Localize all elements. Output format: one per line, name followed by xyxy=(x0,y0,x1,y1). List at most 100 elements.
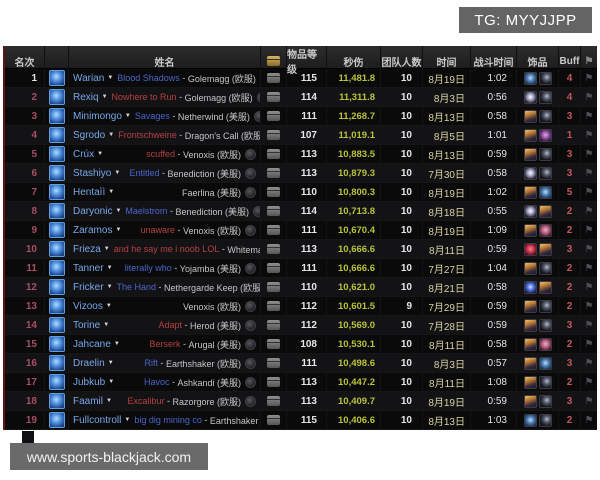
header-dps[interactable]: 秒伤 xyxy=(327,46,381,76)
player-name[interactable]: Faamil xyxy=(73,395,104,407)
trinket-icon[interactable] xyxy=(523,280,537,294)
guild-name[interactable]: The Hand xyxy=(116,282,157,292)
trinket-icon[interactable] xyxy=(523,109,537,123)
table-row[interactable]: 17 Jubkub ▼ Havoc - Ashkandi (美服) 113 10… xyxy=(5,373,597,392)
chevron-down-icon[interactable]: ▼ xyxy=(108,379,115,385)
flag-cell[interactable]: ⚑ xyxy=(581,69,597,87)
server-name[interactable]: Netherwind (美服) xyxy=(177,111,250,122)
trinket-icon[interactable] xyxy=(538,375,552,389)
server-name[interactable]: Venoxis (欧服) xyxy=(182,149,241,160)
trinket-icon[interactable] xyxy=(538,223,552,237)
flag-cell[interactable]: ⚑ xyxy=(581,411,597,429)
trinket-icon[interactable] xyxy=(523,147,537,161)
loot-cell[interactable] xyxy=(261,297,287,315)
chevron-down-icon[interactable]: ▼ xyxy=(115,208,122,214)
trinket-icon[interactable] xyxy=(523,413,537,427)
flag-cell[interactable]: ⚑ xyxy=(581,392,597,410)
trinket-icon[interactable] xyxy=(538,128,552,142)
loot-cell[interactable] xyxy=(261,259,287,277)
server-name[interactable]: Faerlina (美服) xyxy=(181,187,241,198)
trinket-icon[interactable] xyxy=(523,261,537,275)
chevron-down-icon[interactable]: ▼ xyxy=(106,398,112,404)
trinket-icon[interactable] xyxy=(538,242,552,256)
trinket-icon[interactable] xyxy=(538,90,552,104)
table-row[interactable]: 13 Vizoos ▼ Venoxis (欧服) 112 10,601.5 9 … xyxy=(5,297,597,316)
header-date[interactable]: 时间 xyxy=(423,46,471,76)
server-name[interactable]: Benediction (美服) xyxy=(167,168,241,179)
table-row[interactable]: 6 Stashiyo ▼ Entitled - Benediction (美服)… xyxy=(5,164,597,183)
guild-name[interactable]: Frontschweine xyxy=(118,130,177,140)
guild-name[interactable]: Havoc xyxy=(143,377,170,387)
flag-cell[interactable]: ⚑ xyxy=(581,202,597,220)
table-row[interactable]: 9 Zaramos ▼ unaware - Venoxis (欧服) 111 1… xyxy=(5,221,597,240)
loot-cell[interactable] xyxy=(261,126,287,144)
trinket-icon[interactable] xyxy=(523,356,537,370)
table-row[interactable]: 11 Tanner ▼ literally who - Yojamba (美服)… xyxy=(5,259,597,278)
player-name[interactable]: Hentaìì xyxy=(73,186,106,198)
chevron-down-icon[interactable]: ▼ xyxy=(108,132,115,138)
guild-name[interactable]: unaware xyxy=(140,225,175,235)
trinket-icon[interactable] xyxy=(538,337,552,351)
trinket-icon[interactable] xyxy=(538,413,552,427)
player-name[interactable]: Fullcontroll xyxy=(73,414,122,426)
loot-cell[interactable] xyxy=(261,392,287,410)
server-name[interactable]: Earthshaker (欧服) xyxy=(209,415,260,426)
trinket-icon[interactable] xyxy=(523,242,537,256)
flag-cell[interactable]: ⚑ xyxy=(581,240,597,258)
loot-cell[interactable] xyxy=(261,411,287,429)
guild-name[interactable]: Savages xyxy=(134,111,170,121)
player-name[interactable]: Stashiyo xyxy=(73,167,112,179)
loot-cell[interactable] xyxy=(261,145,287,163)
server-name[interactable]: Razorgore (欧服) xyxy=(172,396,241,407)
table-row[interactable]: 14 Torine ▼ Adapt - Herod (美服) 112 10,56… xyxy=(5,316,597,335)
guild-name[interactable]: Adapt xyxy=(158,320,182,330)
trinket-icon[interactable] xyxy=(538,147,552,161)
loot-cell[interactable] xyxy=(261,183,287,201)
server-name[interactable]: Ashkandi (美服) xyxy=(177,377,241,388)
guild-name[interactable]: Blood Shadows xyxy=(117,73,180,83)
header-item-level[interactable]: 物品等级 xyxy=(287,46,327,76)
flag-cell[interactable]: ⚑ xyxy=(581,278,597,296)
flag-cell[interactable]: ⚑ xyxy=(581,297,597,315)
chevron-down-icon[interactable]: ▼ xyxy=(115,227,122,233)
server-name[interactable]: Earthshaker (欧服) xyxy=(165,358,241,369)
flag-cell[interactable]: ⚑ xyxy=(581,259,597,277)
trinket-icon[interactable] xyxy=(523,299,537,313)
server-name[interactable]: Whitemane (美服) xyxy=(227,244,260,255)
chevron-down-icon[interactable]: ▼ xyxy=(113,341,120,347)
guild-name[interactable]: and he say me i noob LOL xyxy=(113,244,220,254)
trinket-icon[interactable] xyxy=(538,318,552,332)
loot-cell[interactable] xyxy=(261,69,287,87)
table-row[interactable]: 10 Frieza ▼ and he say me i noob LOL - W… xyxy=(5,240,597,259)
player-name[interactable]: Daryonic xyxy=(73,205,113,217)
trinket-icon[interactable] xyxy=(538,204,552,218)
chevron-down-icon[interactable]: ▼ xyxy=(124,417,131,423)
trinket-icon[interactable] xyxy=(538,280,552,294)
flag-cell[interactable]: ⚑ xyxy=(581,354,597,372)
header-name[interactable]: 姓名 xyxy=(69,46,261,76)
trinket-icon[interactable] xyxy=(523,375,537,389)
server-name[interactable]: Arugal (美服) xyxy=(188,339,241,350)
loot-cell[interactable] xyxy=(261,88,287,106)
header-rank[interactable]: 名次 xyxy=(5,46,45,76)
chevron-down-icon[interactable]: ▼ xyxy=(107,75,114,81)
player-name[interactable]: Minimongo xyxy=(73,110,122,122)
chevron-down-icon[interactable]: ▼ xyxy=(105,303,112,309)
flag-cell[interactable]: ⚑ xyxy=(581,107,597,125)
server-name[interactable]: Herod (美服) xyxy=(189,320,241,331)
table-row[interactable]: 8 Daryonic ▼ Maelstrom - Benediction (美服… xyxy=(5,202,597,221)
guild-name[interactable]: Maelstrom xyxy=(125,206,168,216)
flag-cell[interactable]: ⚑ xyxy=(581,145,597,163)
player-name[interactable]: Sgrodo xyxy=(73,129,106,141)
table-row[interactable]: 19 Fullcontroll ▼ big dig mining co - Ea… xyxy=(5,411,597,430)
server-name[interactable]: Golemagg (欧服) xyxy=(184,92,253,103)
guild-name[interactable]: Rift xyxy=(144,358,158,368)
chevron-down-icon[interactable]: ▼ xyxy=(103,246,110,252)
player-name[interactable]: Jahcane xyxy=(73,338,111,350)
chevron-down-icon[interactable]: ▼ xyxy=(97,151,104,157)
trinket-icon[interactable] xyxy=(523,90,537,104)
server-name[interactable]: Yojamba (美服) xyxy=(179,263,241,274)
trinket-icon[interactable] xyxy=(523,204,537,218)
guild-name[interactable]: big dig mining co xyxy=(134,415,202,425)
flag-cell[interactable]: ⚑ xyxy=(581,126,597,144)
